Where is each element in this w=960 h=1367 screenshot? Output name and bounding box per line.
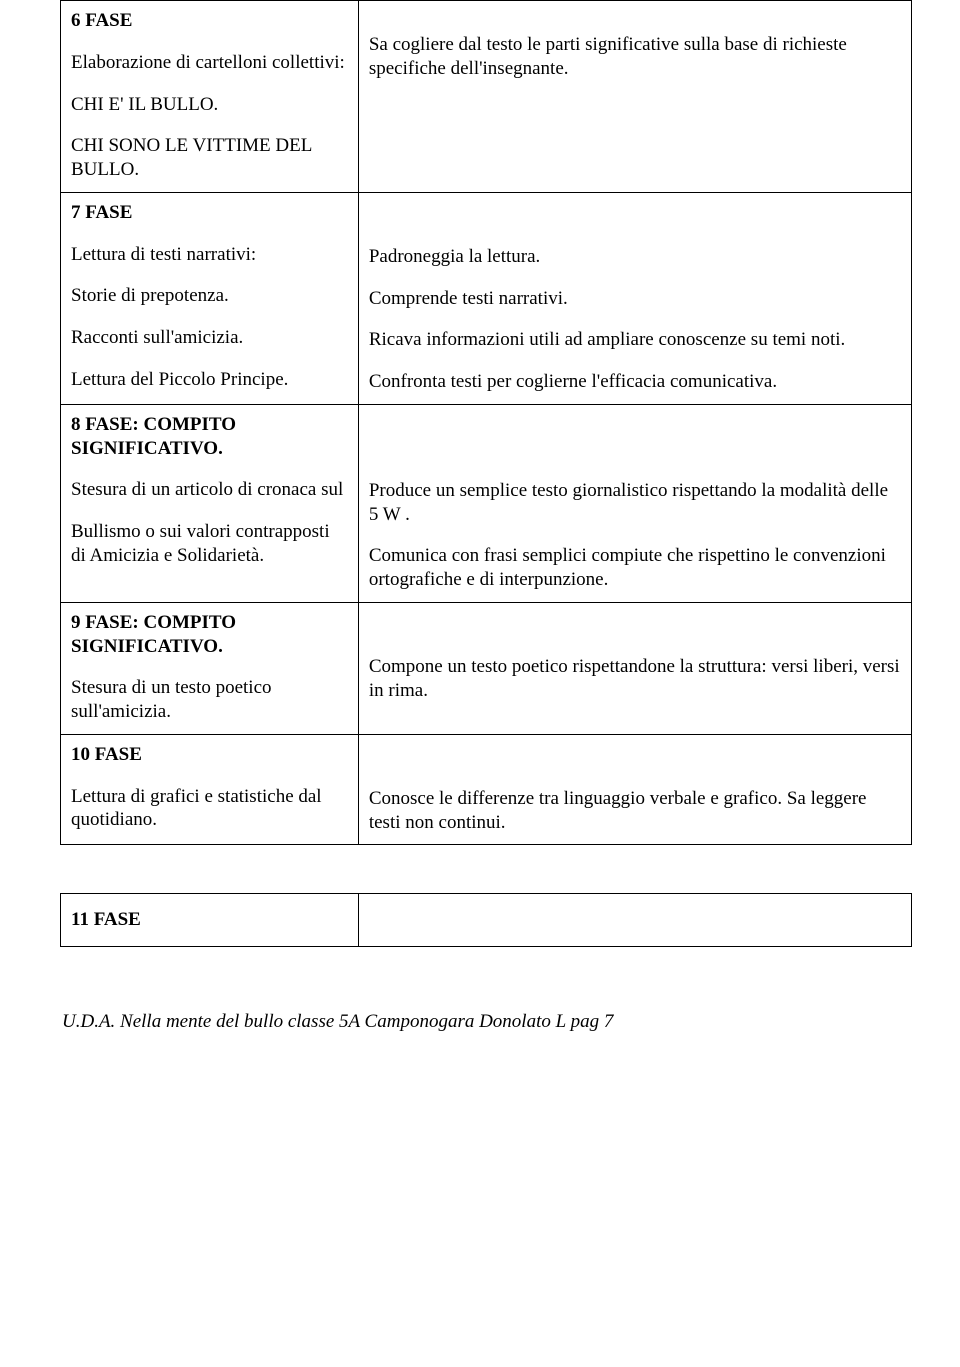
main-table: 6 FASE Elaborazione di cartelloni collet… [60,0,912,845]
cell-right: Compone un testo poetico rispettandone l… [358,602,911,734]
fase-title: 7 FASE [71,201,348,225]
cell-text: Conosce le differenze tra linguaggio ver… [369,787,901,835]
cell-text: Lettura di grafici e statistiche dal quo… [71,785,348,833]
cell-left: 8 FASE: COMPITO SIGNIFICATIVO. Stesura d… [61,404,359,602]
cell-text: CHI E' IL BULLO. [71,93,348,117]
fase-title: 11 FASE [71,909,141,930]
table-row: 9 FASE: COMPITO SIGNIFICATIVO. Stesura d… [61,602,912,734]
cell-left: 10 FASE Lettura di grafici e statistiche… [61,734,359,845]
cell-text: Produce un semplice testo giornalistico … [369,479,901,527]
cell-right: Produce un semplice testo giornalistico … [358,404,911,602]
cell-left: 6 FASE Elaborazione di cartelloni collet… [61,1,359,193]
table-row: 10 FASE Lettura di grafici e statistiche… [61,734,912,845]
cell-text: Confronta testi per coglierne l'efficaci… [369,370,901,394]
cell-text: Stesura di un articolo di cronaca sul [71,478,348,502]
cell-text: Stesura di un testo poetico sull'amicizi… [71,676,348,724]
page-container: 6 FASE Elaborazione di cartelloni collet… [0,0,960,1073]
cell-text: Elaborazione di cartelloni collettivi: [71,51,348,75]
table-row: 8 FASE: COMPITO SIGNIFICATIVO. Stesura d… [61,404,912,602]
cell-text: Ricava informazioni utili ad ampliare co… [369,328,901,352]
cell-right [358,894,911,947]
cell-right: Padroneggia la lettura. Comprende testi … [358,192,911,404]
cell-text: Compone un testo poetico rispettandone l… [369,655,901,703]
fase-title: 9 FASE: COMPITO SIGNIFICATIVO. [71,611,348,659]
table-row: 7 FASE Lettura di testi narrativi: Stori… [61,192,912,404]
fase-title: 10 FASE [71,743,348,767]
cell-text: Padroneggia la lettura. [369,245,901,269]
table-row: 11 FASE [61,894,912,947]
table-row: 6 FASE Elaborazione di cartelloni collet… [61,1,912,193]
cell-text: Storie di prepotenza. [71,284,348,308]
cell-text: Comunica con frasi semplici compiute che… [369,544,901,592]
fase-title: 6 FASE [71,9,348,33]
cell-left: 7 FASE Lettura di testi narrativi: Stori… [61,192,359,404]
cell-left: 9 FASE: COMPITO SIGNIFICATIVO. Stesura d… [61,602,359,734]
cell-text: Lettura di testi narrativi: [71,243,348,267]
cell-text: Sa cogliere dal testo le parti significa… [369,33,901,81]
secondary-table: 11 FASE [60,893,912,947]
cell-text: Comprende testi narrativi. [369,287,901,311]
cell-text: CHI SONO LE VITTIME DEL BULLO. [71,134,348,182]
cell-text: Bullismo o sui valori contrapposti di Am… [71,520,348,568]
page-footer: U.D.A. Nella mente del bullo classe 5A C… [60,1011,912,1033]
cell-right: Sa cogliere dal testo le parti significa… [358,1,911,193]
cell-right: Conosce le differenze tra linguaggio ver… [358,734,911,845]
cell-text: Lettura del Piccolo Principe. [71,368,348,392]
cell-text: Racconti sull'amicizia. [71,326,348,350]
fase-title: 8 FASE: COMPITO SIGNIFICATIVO. [71,413,348,461]
cell-left: 11 FASE [61,894,359,947]
